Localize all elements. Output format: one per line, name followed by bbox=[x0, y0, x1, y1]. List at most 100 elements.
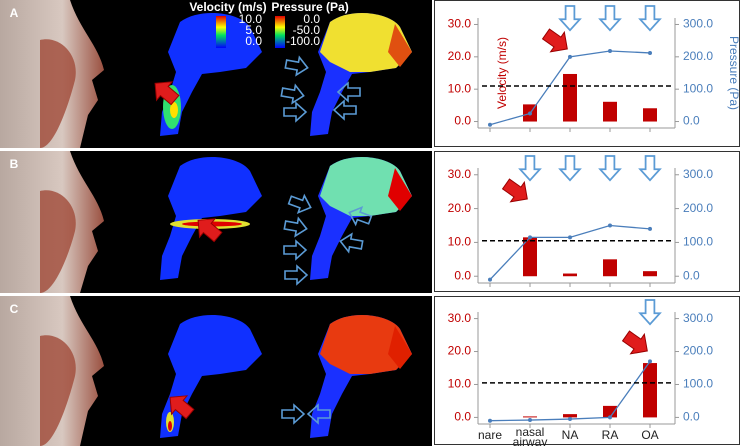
y2-tick-label: 100.0 bbox=[683, 377, 713, 391]
head-tissue bbox=[40, 39, 76, 148]
pressure-point bbox=[608, 415, 612, 420]
red-arrow bbox=[541, 28, 568, 53]
bar bbox=[563, 73, 577, 122]
y2-tick-label: 300.0 bbox=[683, 167, 713, 181]
blue-arrow bbox=[280, 83, 305, 105]
y-tick-label: 20.0 bbox=[448, 49, 472, 63]
head-tissue bbox=[40, 335, 76, 446]
y-tick-label: 10.0 bbox=[448, 377, 472, 391]
velocity-hotspot bbox=[170, 102, 178, 118]
y-tick-label: 30.0 bbox=[448, 167, 472, 181]
x-tick-label: RA bbox=[602, 428, 619, 442]
blue-arrow bbox=[284, 264, 309, 286]
bar bbox=[643, 108, 657, 122]
red-arrow bbox=[197, 218, 223, 243]
y-tick-label: 30.0 bbox=[448, 17, 472, 31]
pressure-point bbox=[608, 223, 612, 228]
pressure-upper bbox=[320, 156, 412, 216]
pressure-upper bbox=[320, 314, 412, 374]
pressure-upper bbox=[320, 12, 412, 72]
legend-title: Pressure (Pa) bbox=[271, 0, 348, 14]
bar bbox=[563, 273, 577, 277]
blue-arrow bbox=[336, 81, 361, 103]
pressure-point bbox=[528, 111, 532, 116]
bar bbox=[523, 237, 537, 277]
pressure-model bbox=[310, 12, 412, 137]
y-axis-title: Velocity (m/s) bbox=[495, 37, 509, 109]
blue-arrow bbox=[283, 239, 308, 261]
bar bbox=[603, 101, 617, 122]
y-tick-label: 20.0 bbox=[448, 201, 472, 215]
y-tick-label: 10.0 bbox=[448, 235, 472, 249]
x-tick-label: nare bbox=[478, 428, 502, 442]
y-tick-label: 0.0 bbox=[454, 114, 471, 128]
blue-arrow bbox=[348, 206, 373, 227]
red-arrow bbox=[154, 81, 180, 106]
pressure-model bbox=[310, 314, 412, 438]
y2-tick-label: 300.0 bbox=[683, 311, 713, 325]
pressure-point bbox=[528, 418, 532, 423]
y2-tick-label: 100.0 bbox=[683, 235, 713, 249]
blue-arrow bbox=[284, 55, 309, 77]
x-tick-label: NA bbox=[562, 428, 579, 442]
chart-frame bbox=[434, 151, 740, 292]
red-arrow bbox=[621, 330, 648, 355]
pressure-point bbox=[568, 54, 572, 59]
airway-shape bbox=[160, 156, 262, 280]
pressure-model bbox=[310, 156, 412, 280]
x-tick-label: OA bbox=[641, 428, 658, 442]
pressure-point bbox=[648, 359, 652, 364]
panel-label: A bbox=[10, 6, 19, 20]
blue-arrow bbox=[283, 101, 308, 123]
y2-tick-label: 300.0 bbox=[683, 17, 713, 31]
bar bbox=[523, 416, 537, 418]
x-tick-label: nasal airway bbox=[513, 425, 548, 446]
airway-shape bbox=[160, 12, 262, 137]
pressure-high bbox=[388, 24, 412, 67]
legend-colorbar bbox=[275, 16, 285, 48]
pressure-point bbox=[528, 235, 532, 240]
bar bbox=[643, 363, 657, 418]
bar bbox=[643, 271, 657, 277]
bar bbox=[603, 405, 617, 418]
blue-arrow bbox=[339, 232, 364, 254]
chart-frame bbox=[434, 0, 740, 147]
y2-tick-label: 200.0 bbox=[683, 344, 713, 358]
legend-colorbar bbox=[216, 16, 226, 48]
y-tick-label: 10.0 bbox=[448, 81, 472, 95]
y2-tick-label: 0.0 bbox=[683, 268, 700, 282]
head-tissue bbox=[40, 190, 76, 293]
red-arrow bbox=[169, 395, 195, 420]
pressure-point bbox=[488, 122, 492, 127]
blue-arrow bbox=[306, 403, 331, 425]
blue-arrow bbox=[638, 5, 662, 32]
blue-arrow bbox=[332, 99, 357, 121]
pressure-high bbox=[388, 326, 412, 369]
y-tick-label: 30.0 bbox=[448, 311, 472, 325]
legend-tick: 0.0 bbox=[303, 12, 320, 26]
y2-tick-label: 200.0 bbox=[683, 201, 713, 215]
panel-label: B bbox=[10, 157, 19, 171]
bar bbox=[563, 414, 577, 418]
blue-arrow bbox=[558, 5, 582, 32]
y2-tick-label: 200.0 bbox=[683, 49, 713, 63]
chart-frame bbox=[434, 296, 740, 445]
blue-arrow bbox=[638, 299, 662, 326]
blue-arrow bbox=[283, 216, 308, 238]
airway-shape bbox=[160, 314, 262, 438]
y-tick-label: 20.0 bbox=[448, 344, 472, 358]
y2-tick-label: 0.0 bbox=[683, 410, 700, 424]
panel-label: C bbox=[10, 302, 19, 316]
red-arrow bbox=[501, 178, 528, 203]
y-tick-label: 0.0 bbox=[454, 268, 471, 282]
legend-tick: 0.0 bbox=[245, 34, 262, 48]
pressure-point bbox=[568, 417, 572, 422]
pressure-point bbox=[568, 235, 572, 240]
legend-tick: -100.0 bbox=[286, 34, 320, 48]
pressure-point bbox=[488, 277, 492, 282]
y2-tick-label: 0.0 bbox=[683, 114, 700, 128]
pressure-point bbox=[488, 418, 492, 423]
blue-arrow bbox=[558, 155, 582, 182]
blue-arrow bbox=[518, 155, 542, 182]
legend-title: Velocity (m/s) bbox=[189, 0, 266, 14]
